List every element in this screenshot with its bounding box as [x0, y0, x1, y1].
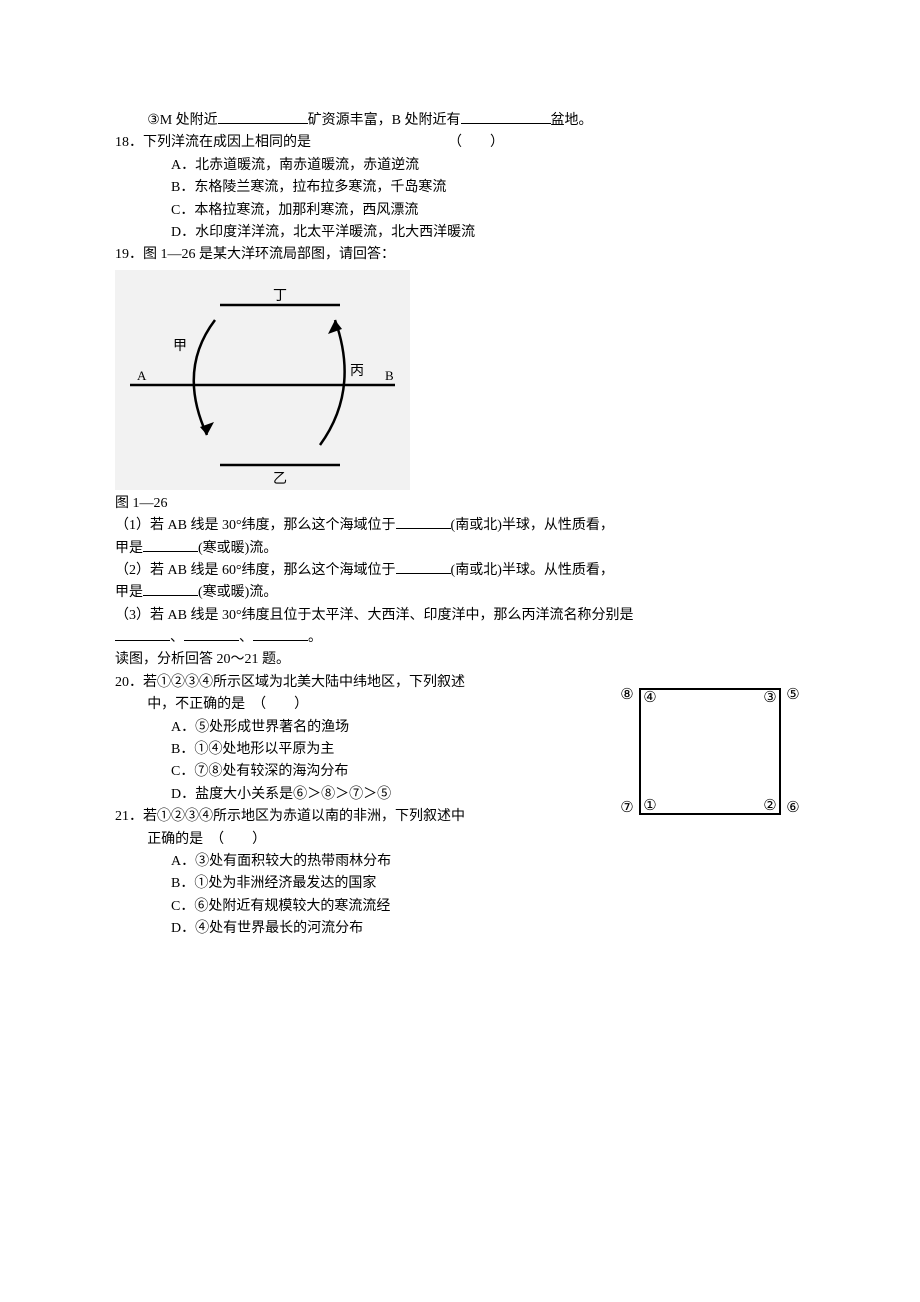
circ-2: ②	[763, 798, 776, 814]
q20-a: A．⑤处形成世界著名的渔场	[115, 717, 605, 739]
q21-stem2: 正确的是 （ ）	[115, 829, 605, 851]
q18-paren: （ ）	[448, 135, 504, 150]
circ-3: ③	[763, 690, 776, 706]
q17-3-suffix: 盆地。	[551, 113, 593, 128]
circ-8: ⑧	[620, 687, 633, 703]
q20-b: B．①④处地形以平原为主	[115, 739, 605, 761]
q18-stem-row: 18．下列洋流在成因上相同的是 （ ）	[115, 132, 805, 154]
q20-diagram: ⑧ ④ ③ ⑤ ⑦ ① ② ⑥	[615, 677, 805, 840]
label-bottom: 乙	[273, 471, 287, 487]
q18-b: B．东格陵兰寒流，拉布拉多寒流，千岛寒流	[115, 177, 805, 199]
q17-3-prefix: ③M 处附近	[147, 113, 218, 128]
circ-5: ⑤	[786, 687, 799, 703]
q21-stem1: 21．若①②③④所示地区为赤道以南的非洲，下列叙述中	[115, 806, 605, 828]
circ-1: ①	[643, 798, 656, 814]
q18-stem: 18．下列洋流在成因上相同的是	[115, 135, 311, 150]
q19-1-line2: 甲是(寒或暖)流。	[115, 538, 805, 560]
q19-1-line1: （1）若 AB 线是 30°纬度，那么这个海域位于(南或北)半球，从性质看，	[115, 515, 805, 537]
blank-basin	[461, 110, 551, 124]
figure-caption: 图 1—26	[115, 493, 805, 515]
q17-sub3: ③M 处附近 矿资源丰富，B 处附近有 盆地。	[115, 110, 805, 132]
q20-q21-wrapper: 20．若①②③④所示区域为北美大陆中纬地区，下列叙述 中，不正确的是 （ ） A…	[115, 672, 805, 941]
figure-1-26: 丁 乙 A B 甲 丙	[115, 270, 410, 490]
q21-a: A．③处有面积较大的热带雨林分布	[115, 851, 605, 873]
blank-hemi1	[396, 515, 451, 529]
q19-stem: 19．图 1—26 是某大洋环流局部图，请回答：	[115, 244, 805, 266]
q18-d: D．水印度洋洋流，北太平洋暖流，北大西洋暖流	[115, 222, 805, 244]
figure-1-26-svg: 丁 乙 A B 甲 丙	[115, 270, 410, 490]
q21-d: D．④处有世界最长的河流分布	[115, 918, 605, 940]
label-B: B	[385, 368, 394, 383]
circ-7: ⑦	[620, 800, 633, 816]
circ-6: ⑥	[786, 800, 799, 816]
q20-stem2: 中，不正确的是 （ ）	[115, 694, 605, 716]
q19-2-line2: 甲是(寒或暖)流。	[115, 582, 805, 604]
q17-3-mid: 矿资源丰富，B 处附近有	[308, 113, 461, 128]
circ-4: ④	[643, 690, 656, 706]
q20-q21-text: 20．若①②③④所示区域为北美大陆中纬地区，下列叙述 中，不正确的是 （ ） A…	[115, 672, 605, 941]
blank-name2	[184, 627, 239, 641]
q19-3-line2: 、、。	[115, 627, 805, 649]
q19-2-line1: （2）若 AB 线是 60°纬度，那么这个海域位于(南或北)半球。从性质看，	[115, 560, 805, 582]
intro-20-21: 读图，分析回答 20～21 题。	[115, 649, 805, 671]
blank-name3	[253, 627, 308, 641]
blank-prop2	[143, 582, 198, 596]
q21-c: C．⑥处附近有规模较大的寒流流经	[115, 896, 605, 918]
q18-c: C．本格拉寒流，加那利寒流，西风漂流	[115, 200, 805, 222]
blank-hemi2	[396, 560, 451, 574]
q18-a: A．北赤道暖流，南赤道暖流，赤道逆流	[115, 155, 805, 177]
q20-d: D．盐度大小关系是⑥＞⑧＞⑦＞⑤	[115, 784, 605, 806]
q20-c: C．⑦⑧处有较深的海沟分布	[115, 761, 605, 783]
blank-name1	[115, 627, 170, 641]
label-A: A	[137, 368, 147, 383]
q21-b: B．①处为非洲经济最发达的国家	[115, 873, 605, 895]
label-top: 丁	[273, 289, 287, 304]
blank-mineral	[218, 110, 308, 124]
label-left: 甲	[173, 339, 187, 354]
label-right: 丙	[350, 364, 364, 379]
q20-stem1: 20．若①②③④所示区域为北美大陆中纬地区，下列叙述	[115, 672, 605, 694]
q20-diagram-svg: ⑧ ④ ③ ⑤ ⑦ ① ② ⑥	[615, 677, 805, 832]
q19-3-line1: （3）若 AB 线是 30°纬度且位于太平洋、大西洋、印度洋中，那么丙洋流名称分…	[115, 605, 805, 627]
blank-prop1	[143, 538, 198, 552]
